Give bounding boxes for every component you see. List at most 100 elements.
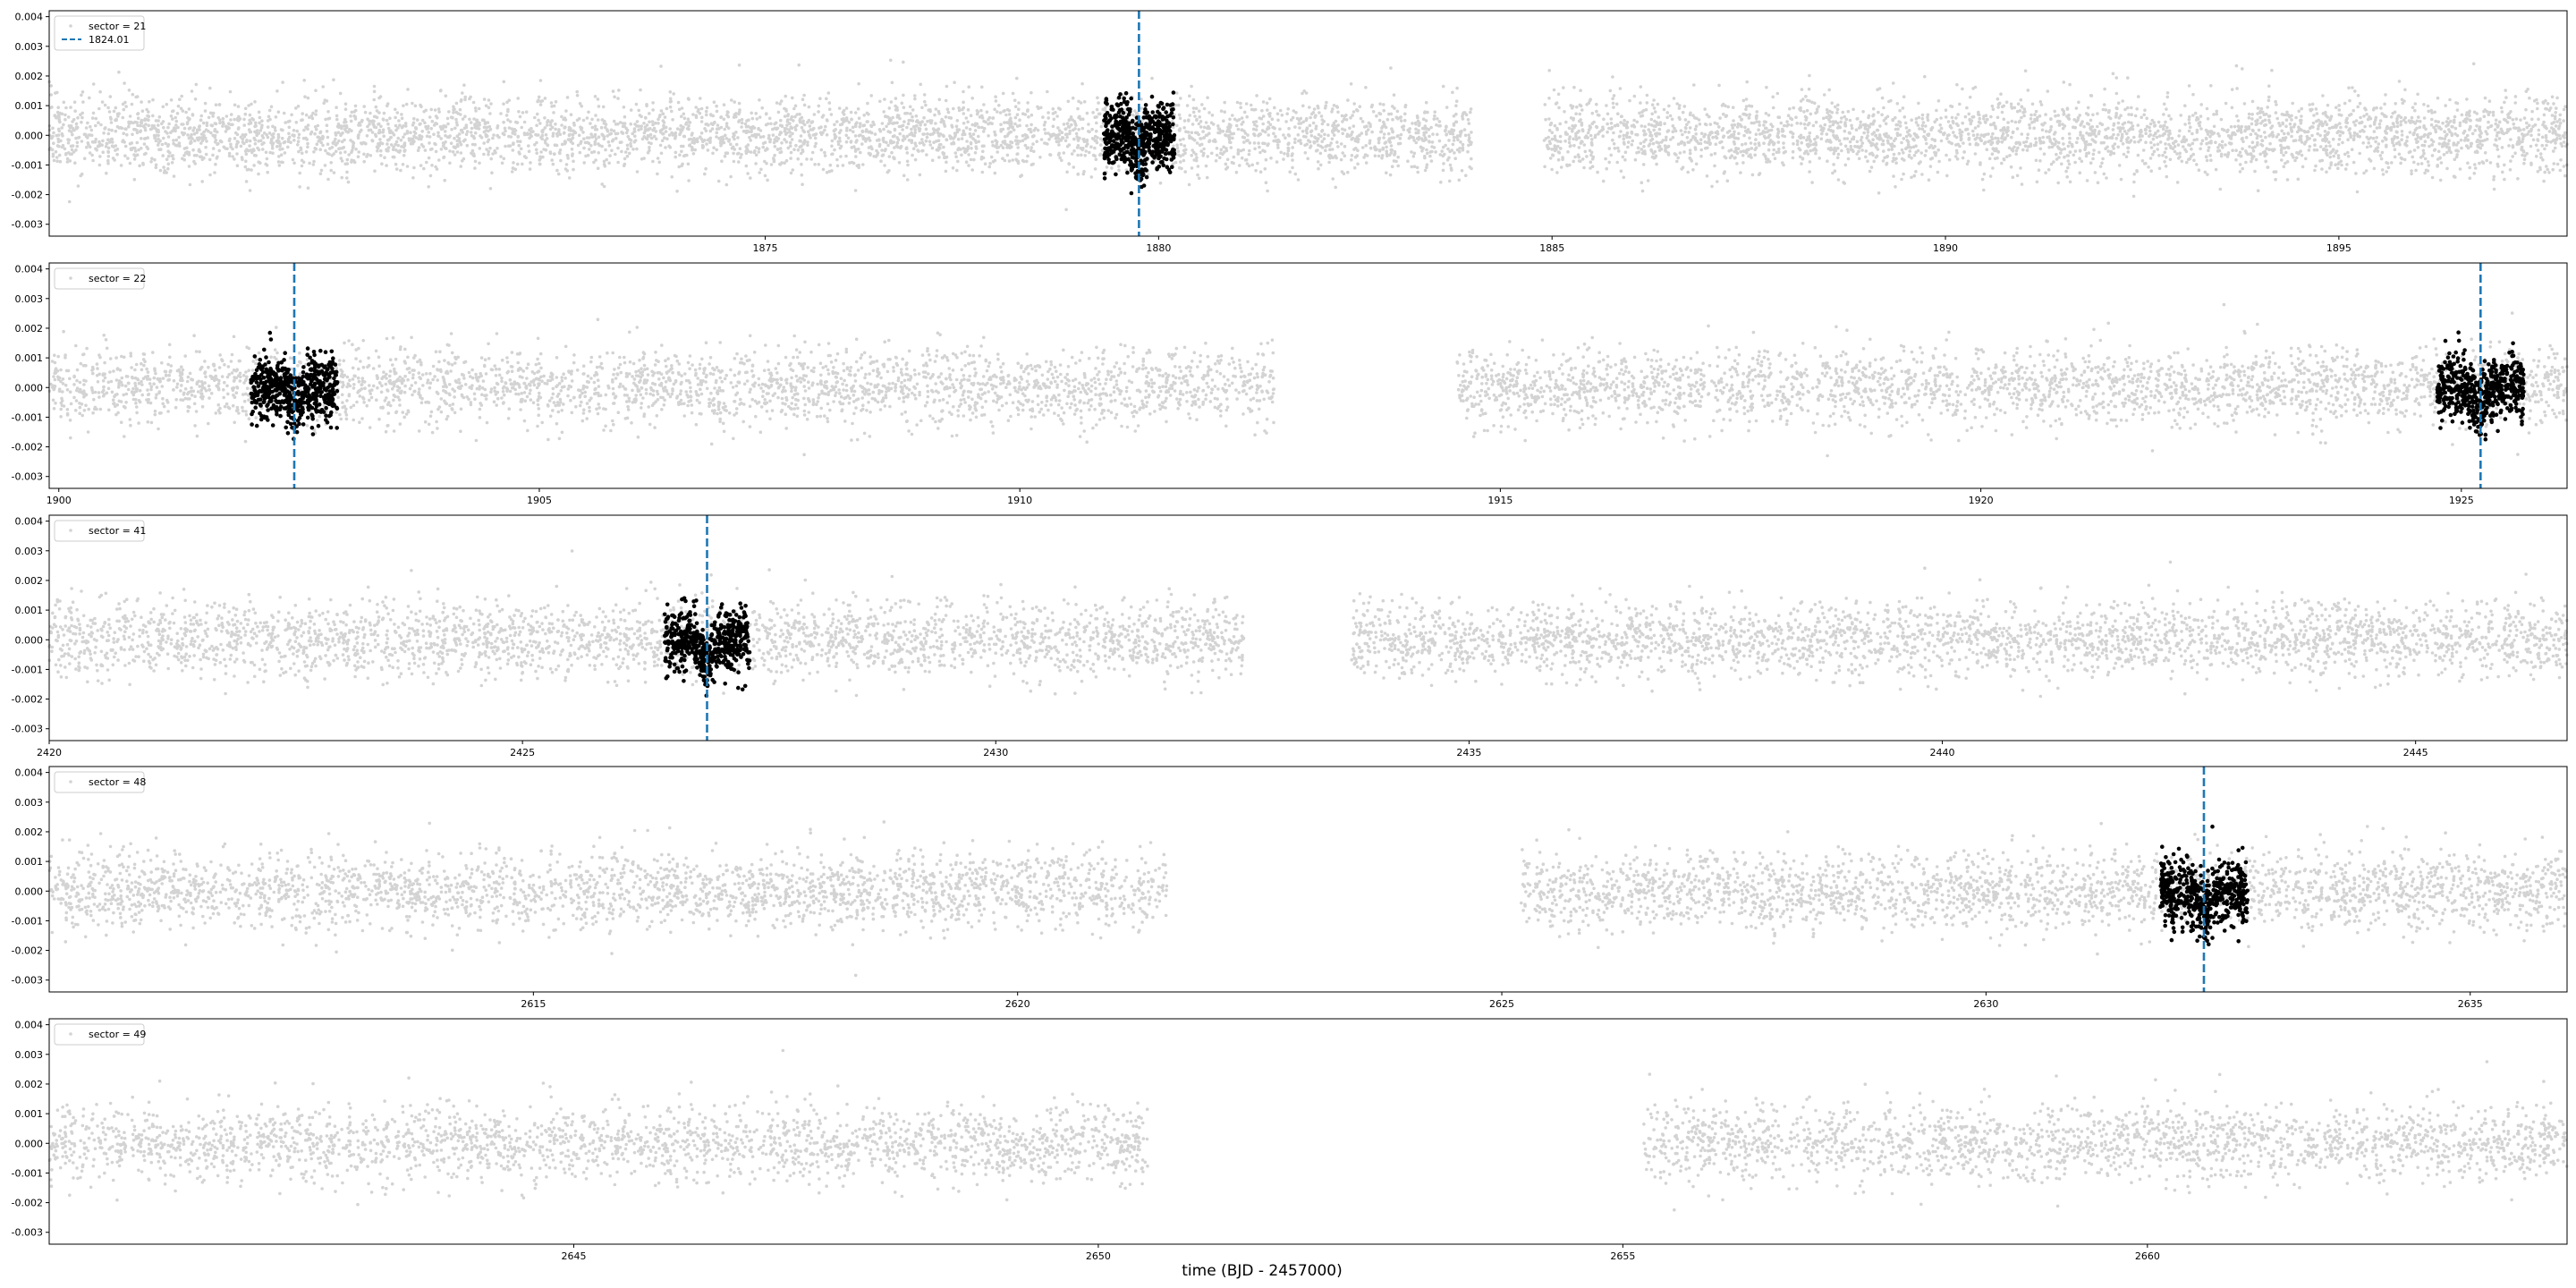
flux-point bbox=[154, 139, 158, 143]
flux-point bbox=[193, 162, 197, 165]
flux-point bbox=[1264, 130, 1267, 134]
flux-point bbox=[258, 161, 262, 165]
flux-point bbox=[77, 135, 81, 140]
flux-point bbox=[743, 122, 748, 126]
flux-point bbox=[1892, 174, 1895, 178]
flux-point bbox=[2529, 133, 2533, 138]
flux-point bbox=[2205, 106, 2209, 111]
flux-point bbox=[1878, 124, 1882, 128]
flux-point bbox=[277, 164, 282, 167]
flux-point bbox=[380, 162, 384, 165]
flux-point bbox=[425, 160, 428, 165]
flux-point bbox=[2156, 129, 2160, 133]
flux-point bbox=[221, 116, 225, 121]
flux-point bbox=[192, 126, 196, 130]
flux-point bbox=[1067, 125, 1072, 129]
flux-point bbox=[1455, 86, 1459, 90]
flux-point bbox=[2340, 163, 2343, 167]
flux-point bbox=[2055, 152, 2058, 157]
flux-point bbox=[1011, 158, 1014, 162]
flux-point bbox=[1311, 111, 1316, 114]
flux-point bbox=[2016, 102, 2021, 106]
flux-point bbox=[794, 143, 798, 148]
flux-point bbox=[1958, 102, 1962, 106]
flux-point bbox=[1081, 117, 1085, 121]
flux-point bbox=[665, 137, 669, 140]
flux-point bbox=[1457, 178, 1462, 182]
flux-point bbox=[66, 115, 71, 119]
flux-point bbox=[648, 112, 651, 115]
flux-point bbox=[1433, 114, 1436, 118]
flux-point bbox=[534, 148, 538, 152]
flux-point bbox=[538, 155, 542, 159]
flux-point bbox=[1267, 112, 1271, 116]
flux-point bbox=[607, 161, 611, 165]
flux-point bbox=[1381, 146, 1385, 150]
flux-point bbox=[1099, 124, 1104, 129]
flux-point bbox=[1955, 82, 1959, 87]
flux-point bbox=[700, 115, 704, 120]
flux-point bbox=[2157, 120, 2161, 124]
flux-point bbox=[826, 91, 831, 95]
flux-point bbox=[1003, 108, 1006, 113]
flux-point bbox=[725, 113, 729, 117]
flux-point bbox=[1625, 120, 1630, 124]
flux-point bbox=[235, 152, 239, 156]
flux-point bbox=[274, 115, 278, 119]
flux-point bbox=[1447, 139, 1451, 142]
flux-point bbox=[813, 132, 818, 137]
flux-point bbox=[1352, 165, 1357, 170]
flux-point bbox=[357, 150, 361, 154]
flux-point bbox=[132, 157, 137, 161]
flux-point bbox=[699, 106, 704, 111]
flux-point bbox=[1576, 153, 1580, 157]
flux-point bbox=[1462, 128, 1467, 131]
flux-point bbox=[1267, 125, 1270, 129]
flux-point bbox=[399, 168, 402, 173]
flux-point bbox=[2492, 178, 2496, 182]
flux-point bbox=[1336, 145, 1340, 148]
background-points bbox=[47, 58, 2569, 212]
flux-point bbox=[1607, 160, 1611, 165]
flux-point bbox=[1621, 155, 1625, 159]
flux-point bbox=[1364, 161, 1368, 165]
flux-point bbox=[1469, 107, 1473, 111]
flux-point bbox=[806, 143, 809, 148]
flux-point bbox=[954, 124, 959, 128]
flux-point bbox=[287, 135, 292, 140]
flux-point bbox=[137, 148, 140, 152]
flux-point bbox=[1563, 110, 1566, 114]
flux-point bbox=[1411, 122, 1414, 125]
flux-point bbox=[1247, 152, 1251, 157]
flux-point bbox=[824, 124, 827, 129]
flux-point bbox=[187, 165, 191, 168]
flux-point bbox=[110, 128, 114, 132]
flux-point bbox=[1340, 170, 1344, 174]
flux-point bbox=[597, 151, 600, 155]
flux-point bbox=[853, 134, 858, 138]
flux-point bbox=[802, 103, 807, 107]
flux-point bbox=[1006, 126, 1011, 131]
flux-point bbox=[140, 109, 145, 113]
flux-point bbox=[1319, 134, 1323, 139]
flux-point bbox=[2395, 136, 2400, 140]
flux-point bbox=[1996, 115, 2000, 120]
flux-point bbox=[817, 163, 821, 166]
flux-point bbox=[814, 141, 818, 146]
flux-point bbox=[182, 154, 186, 157]
flux-point bbox=[2025, 148, 2029, 152]
flux-point bbox=[2537, 117, 2540, 122]
flux-point bbox=[594, 137, 598, 141]
flux-point bbox=[813, 144, 817, 148]
flux-point bbox=[966, 108, 970, 112]
flux-point bbox=[932, 128, 936, 132]
flux-point bbox=[789, 117, 793, 121]
flux-point bbox=[659, 151, 664, 156]
flux-point bbox=[275, 145, 279, 148]
flux-point bbox=[827, 107, 832, 111]
flux-point bbox=[2339, 125, 2343, 130]
flux-point bbox=[411, 121, 416, 125]
flux-point bbox=[752, 150, 757, 155]
flux-point bbox=[1771, 95, 1775, 99]
flux-point bbox=[243, 165, 248, 169]
